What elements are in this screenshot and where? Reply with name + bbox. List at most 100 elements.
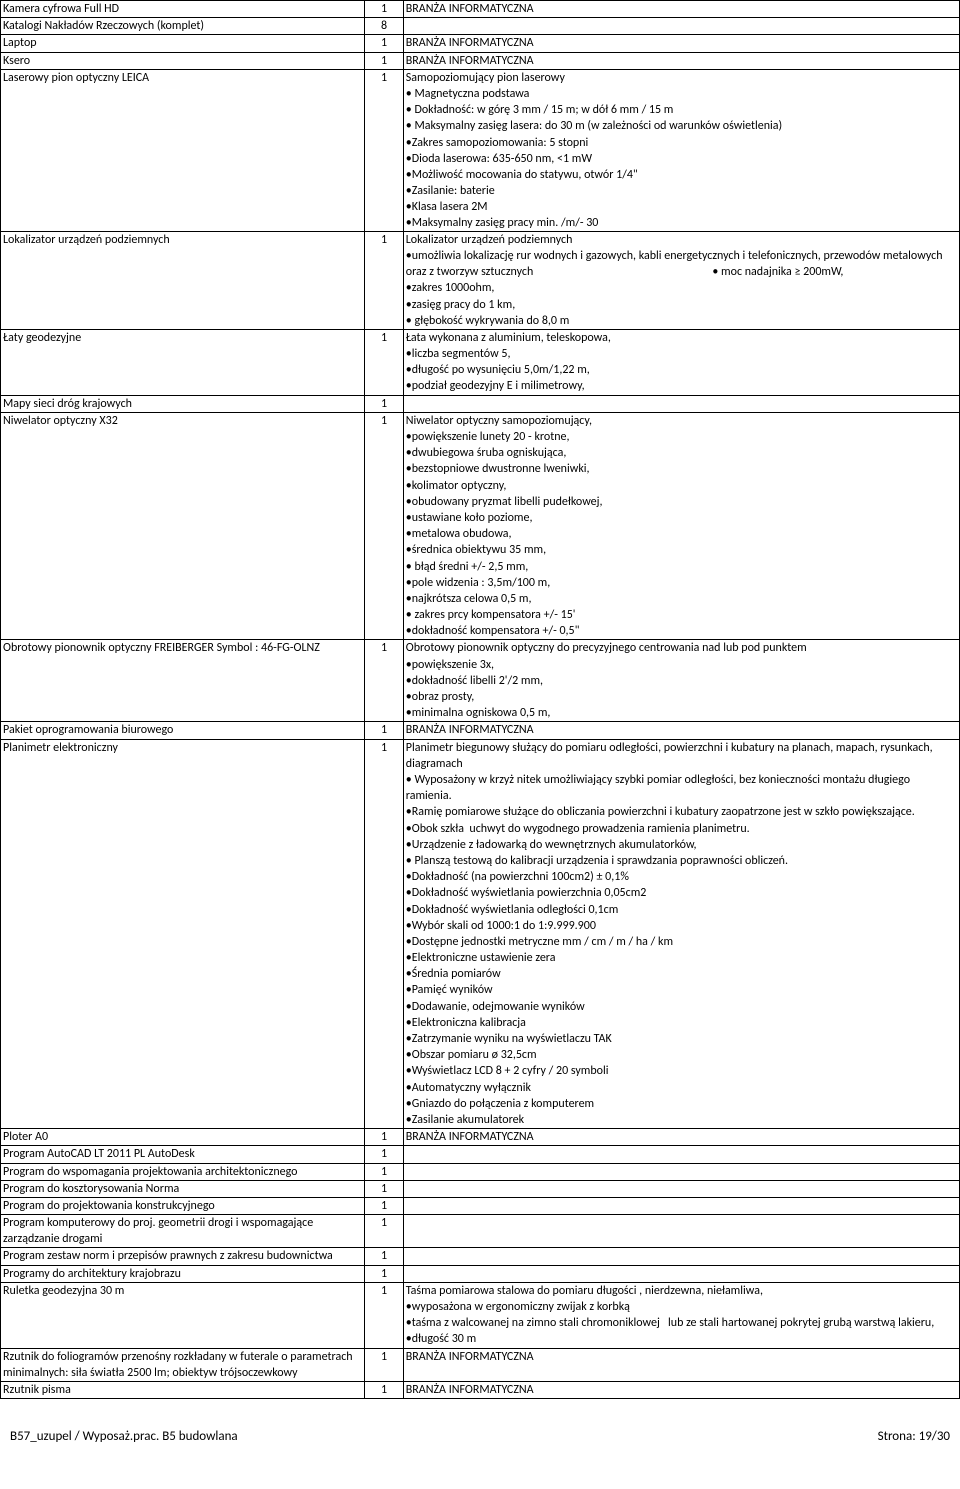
item-name-cell: Mapy sieci dróg krajowych	[1, 395, 365, 412]
equipment-table: Kamera cyfrowa Full HD1BRANŻA INFORMATYC…	[0, 0, 960, 1399]
item-name-cell: Niwelator optyczny X32	[1, 412, 365, 640]
item-desc-text: Niwelator optyczny samopoziomujący, •pow…	[406, 413, 957, 640]
item-name-cell: Program do wspomagania projektowania arc…	[1, 1163, 365, 1180]
page-footer: B57_uzupel / Wyposaż.prac. B5 budowlana …	[0, 1399, 960, 1454]
item-desc-cell	[403, 395, 959, 412]
item-desc-cell	[403, 1146, 959, 1163]
item-desc-text: BRANŻA INFORMATYCZNA	[406, 1, 957, 17]
item-desc-text: BRANŻA INFORMATYCZNA	[406, 722, 957, 738]
item-qty-cell: 1	[365, 1146, 403, 1163]
item-name-cell: Planimetr elektroniczny	[1, 739, 365, 1129]
table-row: Ksero1BRANŻA INFORMATYCZNA	[1, 52, 960, 69]
item-qty-cell: 1	[365, 1348, 403, 1381]
item-desc-cell	[403, 1265, 959, 1282]
item-desc-text: Planimetr biegunowy służący do pomiaru o…	[406, 740, 957, 1129]
item-qty-cell: 1	[365, 1197, 403, 1214]
table-row: Rzutnik do foliogramów przenośny rozkład…	[1, 1348, 960, 1381]
table-row: Ploter A01BRANŻA INFORMATYCZNA	[1, 1129, 960, 1146]
item-qty-cell: 1	[365, 1180, 403, 1197]
item-desc-cell: Obrotowy pionownik optyczny do precyzyjn…	[403, 640, 959, 722]
item-name-cell: Program zestaw norm i przepisów prawnych…	[1, 1248, 365, 1265]
table-row: Łaty geodezyjne1Łata wykonana z aluminiu…	[1, 329, 960, 395]
table-row: Katalogi Nakładów Rzeczowych (komplet)8	[1, 18, 960, 35]
table-row: Planimetr elektroniczny1Planimetr biegun…	[1, 739, 960, 1129]
item-name-cell: Program do projektowania konstrukcyjnego	[1, 1197, 365, 1214]
table-row: Program do kosztorysowania Norma1	[1, 1180, 960, 1197]
table-row: Rzutnik pisma1BRANŻA INFORMATYCZNA	[1, 1381, 960, 1398]
item-qty-cell: 1	[365, 722, 403, 739]
item-name-cell: Laserowy pion optyczny LEICA	[1, 69, 365, 231]
item-desc-cell	[403, 1215, 959, 1248]
item-name-cell: Program AutoCAD LT 2011 PL AutoDesk	[1, 1146, 365, 1163]
item-name-cell: Program do kosztorysowania Norma	[1, 1180, 365, 1197]
table-row: Program do projektowania konstrukcyjnego…	[1, 1197, 960, 1214]
item-qty-cell: 1	[365, 640, 403, 722]
item-qty-cell: 1	[365, 1163, 403, 1180]
table-row: Laptop1BRANŻA INFORMATYCZNA	[1, 35, 960, 52]
item-desc-cell: BRANŻA INFORMATYCZNA	[403, 1129, 959, 1146]
item-desc-text: Samopoziomujący pion laserowy • Magnetyc…	[406, 70, 957, 231]
item-name-cell: Kamera cyfrowa Full HD	[1, 1, 365, 18]
item-desc-cell	[403, 18, 959, 35]
item-desc-text: BRANŻA INFORMATYCZNA	[406, 1349, 957, 1365]
item-name-cell: Katalogi Nakładów Rzeczowych (komplet)	[1, 18, 365, 35]
item-desc-text: Lokalizator urządzeń podziemnych •umożli…	[406, 232, 957, 329]
table-row: Lokalizator urządzeń podziemnych1Lokaliz…	[1, 231, 960, 329]
table-row: Mapy sieci dróg krajowych1	[1, 395, 960, 412]
item-desc-text: BRANŻA INFORMATYCZNA	[406, 1382, 957, 1398]
footer-left: B57_uzupel / Wyposaż.prac. B5 budowlana	[10, 1429, 238, 1444]
table-row: Program komputerowy do proj. geometrii d…	[1, 1215, 960, 1248]
item-desc-cell: BRANŻA INFORMATYCZNA	[403, 1, 959, 18]
item-desc-cell: BRANŻA INFORMATYCZNA	[403, 52, 959, 69]
item-qty-cell: 1	[365, 1282, 403, 1348]
item-qty-cell: 1	[365, 1, 403, 18]
item-name-cell: Program komputerowy do proj. geometrii d…	[1, 1215, 365, 1248]
item-name-cell: Rzutnik do foliogramów przenośny rozkład…	[1, 1348, 365, 1381]
item-desc-cell: Planimetr biegunowy służący do pomiaru o…	[403, 739, 959, 1129]
item-desc-cell: Lokalizator urządzeń podziemnych •umożli…	[403, 231, 959, 329]
item-desc-text: Obrotowy pionownik optyczny do precyzyjn…	[406, 640, 957, 721]
item-qty-cell: 1	[365, 69, 403, 231]
item-desc-text: Taśma pomiarowa stalowa do pomiaru długo…	[406, 1283, 957, 1348]
table-row: Programy do architektury krajobrazu1	[1, 1265, 960, 1282]
item-qty-cell: 1	[365, 1215, 403, 1248]
item-desc-cell	[403, 1180, 959, 1197]
item-qty-cell: 1	[365, 1248, 403, 1265]
item-qty-cell: 1	[365, 231, 403, 329]
item-qty-cell: 1	[365, 1381, 403, 1398]
table-row: Pakiet oprogramowania biurowego1BRANŻA I…	[1, 722, 960, 739]
item-name-cell: Programy do architektury krajobrazu	[1, 1265, 365, 1282]
item-name-cell: Ksero	[1, 52, 365, 69]
item-qty-cell: 1	[365, 329, 403, 395]
item-qty-cell: 1	[365, 395, 403, 412]
item-qty-cell: 1	[365, 35, 403, 52]
item-name-cell: Rzutnik pisma	[1, 1381, 365, 1398]
table-row: Kamera cyfrowa Full HD1BRANŻA INFORMATYC…	[1, 1, 960, 18]
item-qty-cell: 1	[365, 1129, 403, 1146]
table-row: Program do wspomagania projektowania arc…	[1, 1163, 960, 1180]
item-desc-text: BRANŻA INFORMATYCZNA	[406, 53, 957, 69]
table-row: Ruletka geodezyjna 30 m1Taśma pomiarowa …	[1, 1282, 960, 1348]
table-row: Program AutoCAD LT 2011 PL AutoDesk1	[1, 1146, 960, 1163]
item-qty-cell: 1	[365, 412, 403, 640]
item-desc-cell	[403, 1248, 959, 1265]
item-qty-cell: 8	[365, 18, 403, 35]
item-desc-cell: Samopoziomujący pion laserowy • Magnetyc…	[403, 69, 959, 231]
item-desc-cell: BRANŻA INFORMATYCZNA	[403, 722, 959, 739]
item-desc-cell: BRANŻA INFORMATYCZNA	[403, 1348, 959, 1381]
item-qty-cell: 1	[365, 52, 403, 69]
table-row: Program zestaw norm i przepisów prawnych…	[1, 1248, 960, 1265]
item-desc-cell: Taśma pomiarowa stalowa do pomiaru długo…	[403, 1282, 959, 1348]
item-desc-text: BRANŻA INFORMATYCZNA	[406, 35, 957, 51]
table-row: Obrotowy pionownik optyczny FREIBERGER S…	[1, 640, 960, 722]
item-desc-cell: BRANŻA INFORMATYCZNA	[403, 1381, 959, 1398]
item-name-cell: Laptop	[1, 35, 365, 52]
table-row: Niwelator optyczny X321Niwelator optyczn…	[1, 412, 960, 640]
item-name-cell: Obrotowy pionownik optyczny FREIBERGER S…	[1, 640, 365, 722]
item-name-cell: Ploter A0	[1, 1129, 365, 1146]
item-name-cell: Ruletka geodezyjna 30 m	[1, 1282, 365, 1348]
item-desc-cell: Niwelator optyczny samopoziomujący, •pow…	[403, 412, 959, 640]
item-name-cell: Lokalizator urządzeń podziemnych	[1, 231, 365, 329]
item-name-cell: Łaty geodezyjne	[1, 329, 365, 395]
item-desc-cell: BRANŻA INFORMATYCZNA	[403, 35, 959, 52]
